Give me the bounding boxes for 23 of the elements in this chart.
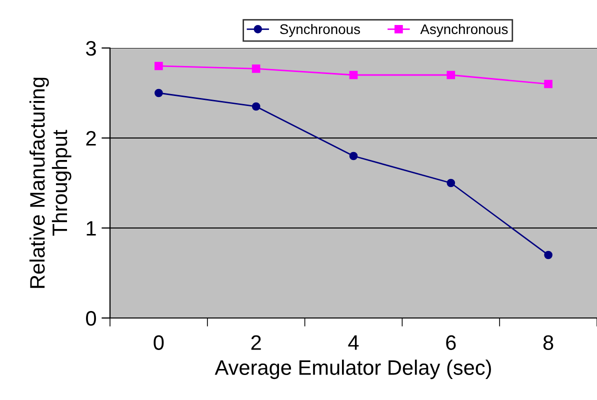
point (154, 88, 163, 98)
x-tick-label: 0 (154, 335, 164, 350)
y-tick-label: 0 (86, 311, 96, 326)
legend-label: Asynchronous (420, 24, 508, 37)
x-tick-label: 6 (446, 335, 456, 350)
x-tick-label: 8 (543, 335, 554, 350)
legend-label: Synchronous (280, 24, 360, 37)
point (349, 70, 358, 80)
point (544, 250, 552, 260)
point (544, 80, 552, 88)
point (446, 70, 456, 80)
y-tick-label: 3 (86, 41, 96, 56)
point (252, 64, 260, 73)
x-axis-title: Average Emulator Delay (sec) (214, 360, 491, 380)
y-axis-title: Relative Manufacturing Throughput (29, 78, 72, 288)
point (446, 178, 456, 188)
point (252, 102, 260, 111)
y-tick-label: 1 (86, 221, 96, 236)
x-tick-label: 2 (251, 335, 261, 350)
point (154, 62, 163, 70)
point (349, 152, 358, 160)
y-tick-label: 2 (86, 131, 96, 146)
x-tick-label: 4 (348, 335, 359, 350)
